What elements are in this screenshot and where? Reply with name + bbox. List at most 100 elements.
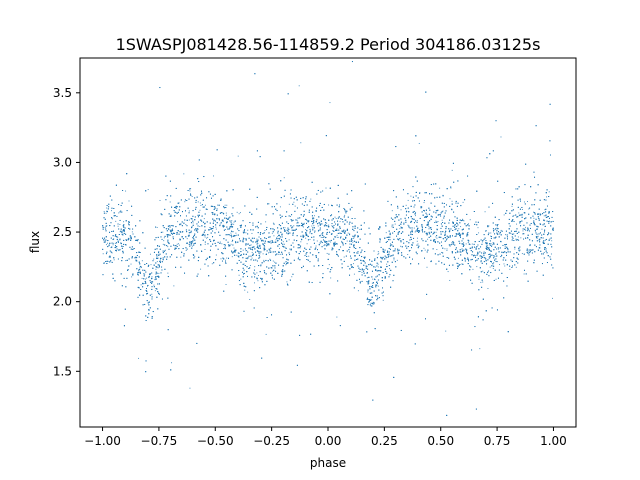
scatter-point bbox=[377, 251, 379, 253]
scatter-point bbox=[500, 136, 502, 138]
scatter-point bbox=[543, 215, 545, 217]
scatter-point bbox=[259, 253, 261, 255]
scatter-point bbox=[326, 232, 328, 234]
scatter-point bbox=[548, 191, 550, 193]
scatter-point bbox=[256, 272, 258, 274]
scatter-point bbox=[215, 254, 217, 256]
scatter-point bbox=[318, 229, 320, 231]
scatter-point bbox=[377, 266, 379, 268]
scatter-point bbox=[256, 238, 258, 240]
scatter-point bbox=[336, 234, 338, 236]
scatter-point bbox=[462, 218, 464, 220]
scatter-point bbox=[545, 248, 547, 250]
scatter-point bbox=[232, 235, 234, 237]
scatter-point bbox=[446, 237, 448, 239]
scatter-point bbox=[230, 232, 232, 234]
scatter-point bbox=[277, 236, 279, 238]
scatter-point bbox=[334, 216, 336, 218]
scatter-point bbox=[225, 283, 227, 285]
scatter-point bbox=[449, 279, 451, 281]
scatter-point bbox=[496, 227, 498, 229]
scatter-point bbox=[107, 260, 109, 262]
scatter-point bbox=[265, 333, 267, 335]
scatter-point bbox=[302, 235, 304, 237]
scatter-point bbox=[283, 177, 285, 179]
scatter-point bbox=[163, 240, 165, 242]
scatter-point bbox=[247, 258, 249, 260]
scatter-point bbox=[477, 227, 479, 229]
scatter-point bbox=[225, 212, 227, 214]
scatter-point bbox=[149, 253, 151, 255]
scatter-point bbox=[439, 187, 441, 189]
scatter-point bbox=[199, 202, 201, 204]
scatter-point bbox=[489, 266, 491, 268]
scatter-point bbox=[180, 256, 182, 258]
scatter-point bbox=[504, 246, 506, 248]
scatter-point bbox=[548, 220, 550, 222]
scatter-point bbox=[396, 259, 398, 261]
scatter-point bbox=[197, 228, 199, 230]
scatter-point bbox=[230, 243, 232, 245]
scatter-point bbox=[120, 210, 122, 212]
scatter-point bbox=[163, 237, 165, 239]
scatter-point bbox=[141, 277, 143, 279]
scatter-point bbox=[347, 232, 349, 234]
scatter-point bbox=[143, 282, 145, 284]
scatter-point bbox=[113, 242, 115, 244]
scatter-point bbox=[330, 241, 332, 243]
scatter-point bbox=[278, 253, 280, 255]
scatter-point bbox=[268, 252, 270, 254]
scatter-point bbox=[449, 198, 451, 200]
scatter-point bbox=[115, 242, 117, 244]
scatter-point bbox=[416, 219, 418, 221]
scatter-point bbox=[481, 241, 483, 243]
scatter-point bbox=[519, 249, 521, 251]
scatter-point bbox=[191, 195, 193, 197]
scatter-point bbox=[493, 262, 495, 264]
scatter-point bbox=[537, 236, 539, 238]
scatter-point bbox=[316, 240, 318, 242]
scatter-point bbox=[469, 219, 471, 221]
scatter-point bbox=[112, 244, 114, 246]
scatter-point bbox=[111, 210, 112, 212]
scatter-point bbox=[236, 211, 238, 213]
scatter-point bbox=[380, 261, 382, 263]
scatter-point bbox=[458, 232, 460, 234]
scatter-point bbox=[341, 240, 343, 242]
scatter-point bbox=[525, 229, 527, 231]
scatter-point bbox=[308, 255, 310, 257]
scatter-point bbox=[242, 249, 244, 251]
scatter-point bbox=[138, 357, 140, 359]
scatter-point bbox=[188, 219, 190, 221]
scatter-point bbox=[487, 288, 489, 289]
scatter-point bbox=[288, 203, 290, 205]
scatter-point bbox=[382, 299, 384, 301]
scatter-point bbox=[446, 249, 448, 251]
scatter-point bbox=[263, 259, 265, 261]
scatter-point bbox=[291, 276, 293, 278]
scatter-point bbox=[117, 236, 119, 238]
scatter-point bbox=[227, 234, 229, 236]
scatter-point bbox=[167, 227, 169, 229]
scatter-point bbox=[371, 282, 373, 284]
scatter-point bbox=[119, 231, 121, 233]
scatter-point bbox=[295, 250, 297, 252]
scatter-point bbox=[377, 279, 379, 281]
scatter-point bbox=[534, 213, 536, 215]
scatter-point bbox=[236, 234, 238, 236]
scatter-point bbox=[188, 210, 190, 212]
scatter-point bbox=[300, 142, 302, 144]
scatter-point bbox=[478, 278, 480, 280]
scatter-point bbox=[282, 241, 284, 243]
scatter-point bbox=[435, 231, 437, 233]
scatter-point bbox=[105, 244, 107, 246]
scatter-point bbox=[189, 190, 191, 192]
scatter-point bbox=[392, 224, 394, 226]
scatter-point bbox=[358, 271, 360, 273]
scatter-point bbox=[244, 289, 246, 291]
scatter-point bbox=[343, 256, 345, 258]
scatter-point bbox=[179, 238, 181, 240]
scatter-point bbox=[283, 243, 285, 245]
scatter-point bbox=[457, 263, 459, 265]
scatter-point bbox=[284, 246, 286, 248]
